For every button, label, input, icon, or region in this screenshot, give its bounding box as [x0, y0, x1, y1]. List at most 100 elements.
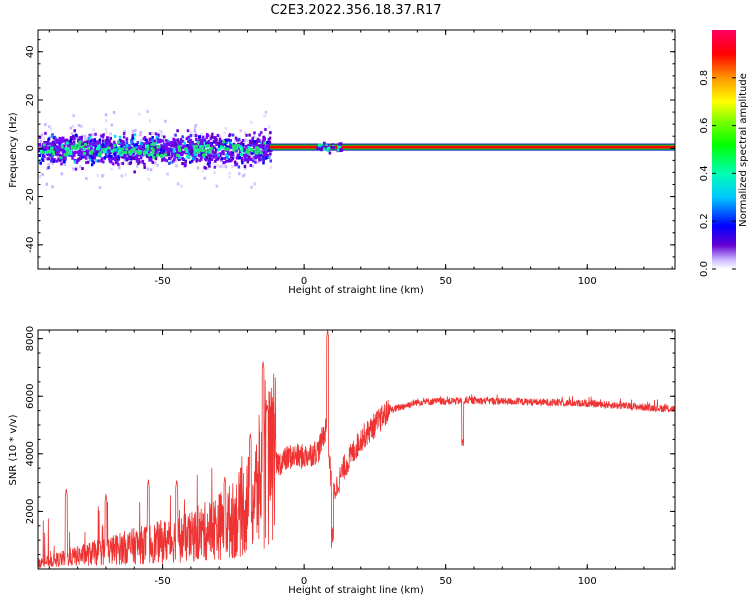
spectrogram-cell	[157, 138, 161, 142]
spectrogram-cell	[190, 159, 194, 163]
spectrogram-cell	[146, 144, 150, 148]
spectrogram-cell	[86, 160, 90, 164]
spectrogram-cell	[148, 144, 152, 148]
x-tick-label: -50	[154, 576, 170, 587]
spectrogram-cell	[81, 145, 85, 149]
y-tick-label: 8000	[25, 326, 36, 351]
spectrogram-cell	[96, 142, 100, 146]
spectrogram-cell	[72, 140, 76, 144]
spectrogram-cell	[73, 160, 77, 164]
spectrogram-cell	[259, 151, 263, 155]
spectrogram-cell	[267, 132, 271, 136]
spectrogram-cell	[238, 155, 242, 159]
spectrogram-cell	[331, 143, 334, 147]
spectrogram-cell	[110, 167, 114, 171]
spectrogram-cell	[70, 141, 73, 145]
spectrogram-cell	[80, 124, 83, 128]
spectrogram-cell	[89, 147, 93, 151]
spectrogram-cell	[250, 143, 253, 147]
spectrogram-cell	[108, 139, 111, 143]
spectrogram-cell	[53, 158, 56, 162]
spectrogram-cell	[323, 147, 326, 151]
spectrogram-cell	[103, 144, 107, 148]
spectrogram-cell	[73, 150, 77, 154]
spectrogram-cell	[117, 154, 120, 158]
spectrogram-cell	[122, 142, 125, 146]
spectrogram-cell	[154, 161, 157, 165]
spectrogram-cell	[243, 158, 247, 162]
spectrogram-cell	[207, 160, 211, 164]
spectrogram-cell	[252, 145, 256, 149]
spectrogram-cell	[226, 145, 229, 149]
spectrogram-cell	[322, 145, 326, 149]
spectrogram-cell	[90, 149, 94, 153]
spectrogram-cell	[118, 135, 122, 139]
spectrogram-cell	[48, 147, 52, 151]
spectrogram-cell	[217, 153, 220, 157]
spectrogram-cell	[94, 136, 97, 140]
y-tick-label: -40	[25, 237, 36, 253]
spectrogram-cell	[247, 144, 251, 148]
spectrogram-cell	[256, 155, 260, 159]
spectrogram-cell	[161, 158, 164, 162]
y-tick-label: 20	[25, 94, 36, 107]
spectrogram-cell	[208, 157, 211, 161]
spectrogram-cell	[224, 144, 228, 148]
spectrogram-cell	[41, 157, 44, 161]
spectrogram-cell	[181, 135, 184, 139]
spectrogram-cell	[90, 156, 93, 160]
spectrogram-cell	[91, 156, 94, 160]
spectrogram-cell	[151, 136, 154, 140]
spectrogram-cell	[181, 162, 185, 166]
spectrogram-cell	[134, 129, 137, 133]
spectrogram-cell	[198, 138, 201, 142]
spectrogram-cell	[245, 133, 248, 137]
spectrogram-cell	[264, 127, 267, 131]
spectrogram-cell	[100, 134, 103, 138]
spectrogram-cell	[169, 149, 173, 153]
spectrogram-cell	[212, 151, 215, 155]
colorbar-tick-label: 0.6	[699, 118, 710, 134]
spectrogram-cell	[40, 133, 44, 137]
spectrogram-cell	[103, 150, 107, 154]
spectrogram-cell	[221, 163, 224, 167]
spectrogram-cell	[196, 140, 200, 144]
spectrogram-cell	[243, 131, 247, 135]
spectrogram-cell	[200, 136, 204, 140]
spectrogram-cell	[98, 141, 101, 145]
spectrogram-cell	[72, 134, 75, 138]
spectrogram-cell	[81, 167, 84, 171]
spectrogram-cell	[183, 141, 186, 145]
spectrogram-cell	[269, 131, 272, 135]
spectrogram-cell	[89, 151, 93, 155]
spectrogram-cell	[269, 165, 273, 169]
spectrogram-cell	[145, 141, 148, 145]
spectrogram-cell	[105, 142, 108, 146]
spectrogram-cell	[39, 140, 43, 144]
spectrogram-cell	[93, 156, 97, 160]
spectrogram-cell	[134, 157, 138, 161]
spectrogram-cell	[73, 129, 77, 133]
spectrogram-cell	[187, 144, 191, 148]
spectrogram-cell	[208, 150, 212, 154]
spectrogram-cell	[189, 144, 192, 148]
spectrogram-cell	[81, 155, 84, 159]
spectrogram-cell	[154, 147, 157, 151]
spectrogram-cell	[225, 138, 228, 142]
spectrogram-cell	[93, 142, 96, 146]
spectrogram-cell	[175, 157, 178, 161]
spectrogram-cell	[258, 139, 261, 143]
spectrogram-cell	[218, 135, 222, 139]
spectrogram-cell	[83, 155, 87, 159]
spectrogram-cell	[227, 151, 230, 155]
spectrogram-cell	[44, 145, 48, 149]
spectrogram-cell	[232, 148, 236, 152]
spectrogram-cell	[114, 160, 118, 164]
spectrogram-cell	[241, 161, 244, 165]
spectrogram-cell	[189, 134, 193, 138]
spectrogram-cell	[264, 110, 268, 114]
spectrogram-cell	[102, 160, 105, 164]
spectrogram-cell	[142, 145, 146, 149]
spectrogram-cell	[110, 143, 113, 147]
spectrogram-cell	[214, 159, 217, 163]
